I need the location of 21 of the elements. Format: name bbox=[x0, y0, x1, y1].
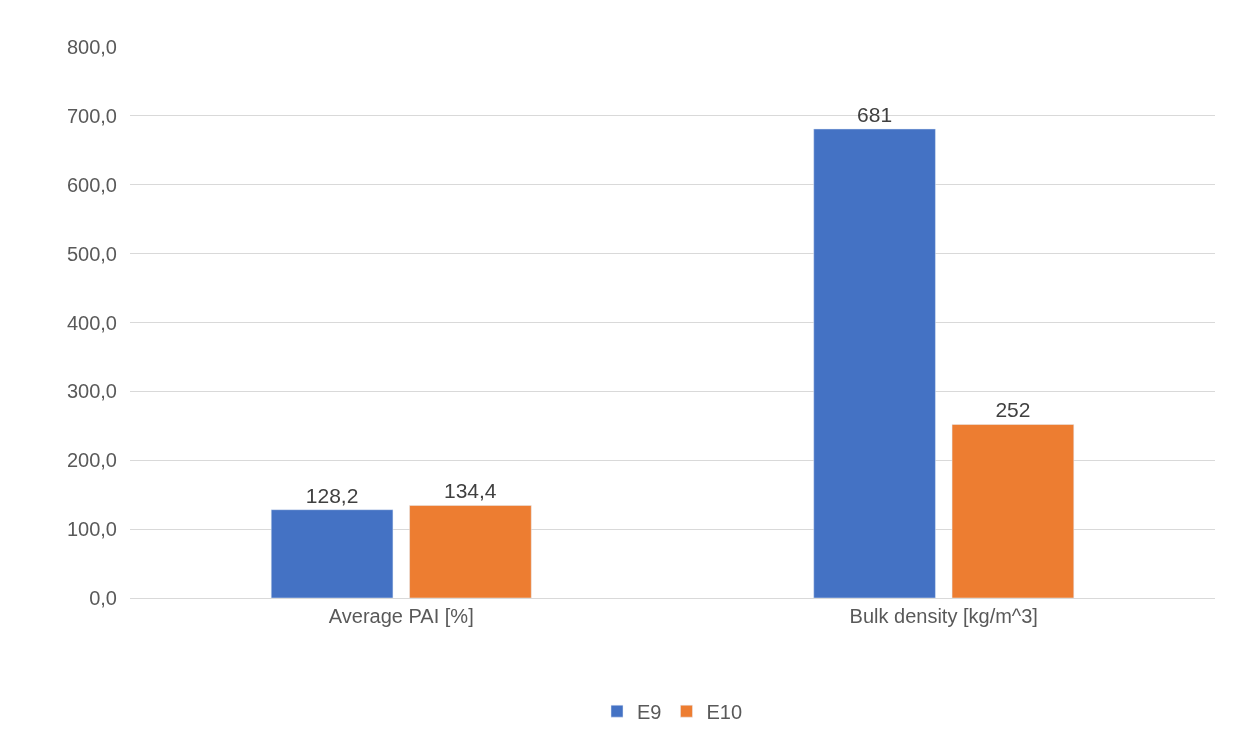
legend-label: E9 bbox=[637, 700, 662, 723]
y-tick-label: 100,0 bbox=[66, 518, 117, 541]
data-label: 134,4 bbox=[443, 479, 497, 503]
bar bbox=[270, 509, 394, 598]
data-label: 681 bbox=[857, 102, 893, 126]
legend-label: E10 bbox=[706, 700, 743, 723]
bar bbox=[951, 424, 1075, 598]
y-tick-label: 700,0 bbox=[66, 104, 117, 127]
y-tick-label: 300,0 bbox=[66, 380, 117, 403]
bar bbox=[409, 505, 532, 598]
y-tick-label: 400,0 bbox=[66, 311, 117, 334]
y-tick-label: 200,0 bbox=[66, 449, 117, 472]
data-label: 128,2 bbox=[305, 483, 359, 507]
bar bbox=[813, 128, 936, 598]
y-tick-label: 0,0 bbox=[89, 587, 117, 609]
y-tick-label: 800,0 bbox=[66, 36, 117, 58]
x-tick-label: Average PAI [%] bbox=[328, 605, 474, 627]
y-tick-label: 600,0 bbox=[66, 173, 117, 196]
data-label: 252 bbox=[995, 398, 1031, 422]
x-tick-label: Bulk density [kg/m^3] bbox=[849, 605, 1038, 627]
y-tick-label: 500,0 bbox=[66, 242, 117, 265]
